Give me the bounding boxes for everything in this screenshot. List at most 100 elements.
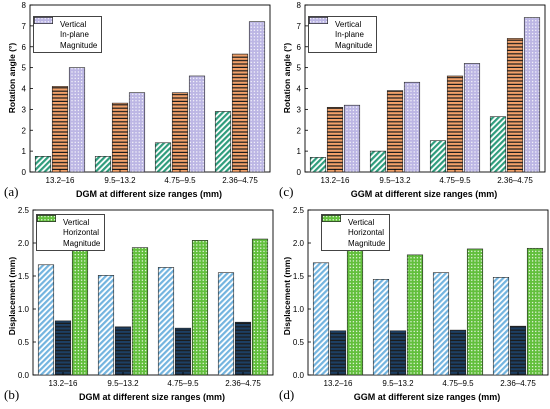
chart-b-bar-horizontal-1 (54, 320, 72, 376)
chart-c-legend-label: Magnitude (335, 40, 373, 50)
chart-d-legend-swatch (322, 215, 344, 236)
chart-b-bar-horizontal-2 (114, 326, 132, 376)
chart-a-legend-item: Magnitude (34, 17, 98, 51)
chart-b-bar-vertical-4 (217, 272, 235, 376)
chart-panel-b: 0.0 0.5 1.0 1.5 2.0 2.5 13.2–16 9.5–13.2 4.75–9.… (0, 205, 275, 409)
chart-a-x-tick-label: 2.36–4.75 (222, 176, 258, 185)
chart-a-bar-magnitude-4 (248, 21, 266, 173)
chart-d-bar-horizontal-4 (509, 325, 527, 376)
chart-c-bar-magnitude-1 (343, 104, 361, 173)
chart-panel-a: 0 1 2 3 4 5 6 7 8 13.2–16 9.5–13.2 4.75–9.5 2.36–4.7… (0, 0, 275, 204)
chart-b-legend-label: Vertical (63, 217, 90, 227)
chart-b-panel-label: (b) (4, 387, 20, 402)
chart-c-bar-vertical-2 (369, 150, 387, 173)
chart-d-x-tick-label: 9.5–13.2 (382, 379, 414, 388)
chart-c-bar-magnitude-4 (523, 17, 541, 173)
chart-b-bar-vertical-3 (157, 267, 175, 376)
chart-c-x-axis-title: GGM at different size ranges (mm) (350, 189, 498, 199)
chart-a-y-axis-title: Rotation angle (°) (7, 42, 17, 114)
chart-a-bar-magnitude-1 (68, 67, 86, 173)
chart-a-bar-in-plane-3 (171, 92, 189, 173)
chart-d-y-tick-label: 0.0 (293, 371, 305, 380)
chart-b-legend-label: Magnitude (63, 238, 101, 248)
chart-d-y-tick-label: 0.5 (293, 338, 305, 347)
chart-c-y-tick-label: 5 (297, 64, 302, 73)
chart-a-y-tick-label: 2 (22, 126, 27, 135)
chart-d-legend-label: Horizontal (348, 228, 385, 238)
chart-c-y-tick-label: 7 (297, 22, 302, 31)
chart-b-legend-label: Horizontal (63, 228, 100, 238)
chart-c-y-tick-label: 0 (297, 168, 302, 177)
chart-d-legend-swatch (322, 215, 344, 247)
chart-d-x-axis-title: GGM at different size ranges (mm) (353, 392, 501, 402)
chart-c-bar-in-plane-4 (506, 38, 524, 173)
chart-a-bar-in-plane-2 (111, 102, 129, 173)
chart-panel-c: 0 1 2 3 4 5 6 7 8 13.2–16 9.5–13.2 4.75–9.5 2.36–4.7… (275, 0, 550, 204)
chart-d-bar-vertical-1 (312, 262, 330, 376)
chart-b-legend-item: Horizontal (37, 215, 100, 239)
chart-d-y-tick-label: 1.5 (293, 272, 305, 281)
chart-b-y-tick-label: 2.5 (18, 206, 30, 215)
chart-a-y-tick-label: 1 (22, 147, 27, 156)
chart-c-y-tick-label: 6 (297, 43, 302, 52)
chart-b-x-tick-label: 4.75–9.5 (167, 379, 199, 388)
chart-c-legend-label: In-plane (335, 30, 364, 40)
chart-c-bar-in-plane-1 (326, 106, 344, 173)
chart-a-bar-in-plane-1 (51, 86, 69, 173)
chart-c-plot: 0 1 2 3 4 5 6 7 8 13.2–16 9.5–13.2 4.75–9.5 2.36–4.7… (297, 1, 546, 185)
chart-c-y-tick-label: 1 (297, 147, 302, 156)
chart-d-legend-label: Vertical (348, 217, 375, 227)
chart-c-panel-label: (c) (279, 184, 294, 199)
chart-b-bar-vertical-1 (37, 264, 55, 376)
chart-a-bar-in-plane-4 (231, 53, 249, 173)
chart-b-y-tick-label: 1.5 (18, 272, 30, 281)
chart-b-bar-horizontal-4 (234, 321, 252, 376)
chart-d-bar-magnitude-3 (466, 248, 484, 376)
chart-c-bar-vertical-3 (429, 140, 447, 173)
chart-b-y-tick-label: 0.0 (18, 371, 30, 380)
chart-c-bar-vertical-4 (489, 116, 507, 173)
chart-b-bar-horizontal-3 (174, 327, 192, 376)
chart-a-y-tick-label: 5 (22, 64, 27, 73)
chart-a-bar-vertical-1 (34, 156, 52, 173)
chart-c-legend: Vertical In-plane Magnitude (308, 16, 378, 53)
chart-b-x-axis-title: DGM at different size ranges (mm) (78, 392, 226, 402)
chart-c-y-tick-label: 8 (297, 1, 302, 10)
chart-d-legend: Vertical Horizontal Magnitude (321, 214, 391, 251)
chart-d-legend-item: Horizontal (322, 215, 385, 239)
chart-a-legend-item: In-plane (34, 17, 97, 41)
chart-b-x-tick-label: 9.5–13.2 (107, 379, 139, 388)
chart-d-x-tick-label: 2.36–4.75 (500, 379, 536, 388)
chart-d-bar-horizontal-1 (329, 330, 347, 376)
chart-c-legend-item: Magnitude (309, 17, 373, 51)
chart-a-bar-vertical-4 (214, 111, 232, 173)
chart-a-x-tick-label: 4.75–9.5 (164, 176, 196, 185)
chart-b-legend: Vertical Horizontal Magnitude (36, 214, 106, 251)
chart-d-legend-label: Magnitude (348, 238, 386, 248)
chart-b-legend-swatch (37, 215, 59, 247)
chart-c-x-tick-label: 13.2–16 (321, 176, 350, 185)
chart-d-bar-magnitude-4 (526, 247, 544, 376)
chart-a-legend-label: In-plane (60, 30, 89, 40)
chart-c-x-tick-label: 4.75–9.5 (439, 176, 471, 185)
chart-d-x-tick-label: 4.75–9.5 (442, 379, 474, 388)
chart-d-bar-horizontal-2 (389, 330, 407, 376)
chart-a-legend-label: Vertical (60, 19, 87, 29)
chart-b-bar-magnitude-3 (191, 240, 209, 376)
chart-a-bar-magnitude-2 (128, 92, 146, 173)
chart-b-y-tick-label: 2.0 (18, 239, 30, 248)
chart-d-bar-horizontal-3 (449, 329, 467, 376)
chart-c-legend-label: Vertical (335, 19, 362, 29)
chart-a-y-tick-label: 8 (22, 1, 27, 10)
chart-d-frame (307, 209, 549, 376)
chart-d-legend-item: Magnitude (322, 215, 386, 249)
chart-d-panel-label: (d) (279, 387, 295, 402)
chart-b-bar-magnitude-2 (131, 247, 149, 376)
chart-b-frame (32, 209, 274, 376)
chart-a-y-tick-label: 7 (22, 22, 27, 31)
chart-c-y-tick-label: 3 (297, 105, 302, 114)
chart-c-bar-magnitude-2 (403, 81, 421, 173)
chart-a-legend-label: Magnitude (60, 40, 98, 50)
chart-b-plot: 0.0 0.5 1.0 1.5 2.0 2.5 13.2–16 9.5–13.2 4.75–9.… (18, 206, 274, 388)
